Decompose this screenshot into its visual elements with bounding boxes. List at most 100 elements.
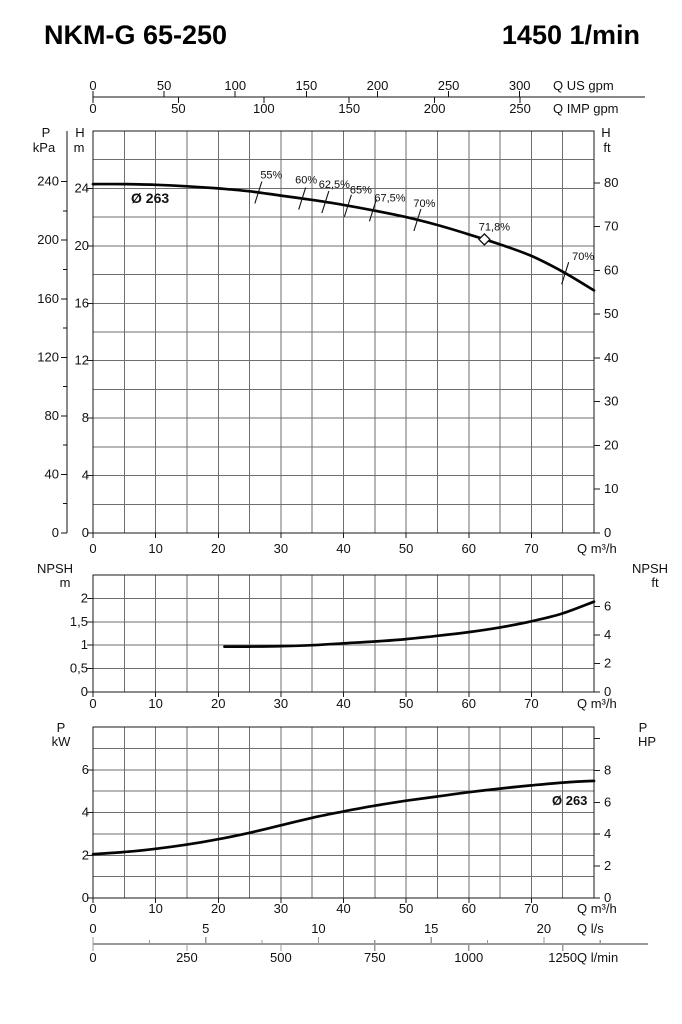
svg-text:50: 50 (399, 541, 413, 556)
svg-text:200: 200 (367, 78, 389, 93)
svg-text:20: 20 (211, 541, 225, 556)
svg-text:65%: 65% (350, 185, 372, 197)
svg-text:100: 100 (253, 101, 275, 116)
svg-text:500: 500 (270, 950, 292, 965)
svg-text:4: 4 (604, 627, 611, 642)
svg-text:15: 15 (424, 921, 438, 936)
svg-text:8: 8 (604, 762, 611, 777)
svg-text:0: 0 (82, 890, 89, 905)
svg-text:m: m (60, 575, 71, 590)
svg-text:0: 0 (89, 950, 96, 965)
svg-text:70: 70 (524, 696, 538, 711)
npsh-chart-grid (93, 575, 594, 692)
svg-text:0: 0 (89, 696, 96, 711)
svg-text:1,5: 1,5 (70, 614, 88, 629)
svg-text:Ø 263: Ø 263 (552, 793, 587, 808)
svg-text:30: 30 (274, 541, 288, 556)
head-chart-flow-axis: 0 10 20 30 40 50 60 70 Q m³/h (89, 533, 617, 556)
svg-text:50: 50 (399, 696, 413, 711)
svg-text:P: P (42, 125, 51, 140)
svg-text:70%: 70% (413, 198, 435, 210)
power-chart-grid (93, 727, 594, 898)
svg-text:Q US gpm: Q US gpm (553, 78, 614, 93)
svg-text:m: m (74, 140, 85, 155)
svg-text:24: 24 (75, 180, 89, 195)
svg-text:0: 0 (89, 921, 96, 936)
svg-text:0: 0 (52, 525, 59, 540)
svg-text:30: 30 (604, 394, 618, 409)
svg-text:30: 30 (274, 696, 288, 711)
svg-text:55%: 55% (260, 170, 282, 182)
svg-text:ft: ft (603, 140, 611, 155)
efficiency-marks: 55% 60% 62,5% 65%67,5% 70% 71,8% 70% (254, 170, 594, 285)
svg-text:40: 40 (45, 466, 59, 481)
svg-text:6: 6 (604, 794, 611, 809)
svg-text:20: 20 (211, 901, 225, 916)
svg-text:Ø 263: Ø 263 (131, 190, 169, 206)
svg-text:1250: 1250 (548, 950, 577, 965)
svg-text:10: 10 (148, 901, 162, 916)
svg-text:50: 50 (399, 901, 413, 916)
svg-text:50: 50 (157, 78, 171, 93)
svg-text:ft: ft (651, 575, 659, 590)
svg-text:10: 10 (311, 921, 325, 936)
svg-text:250: 250 (438, 78, 460, 93)
svg-text:P: P (639, 720, 648, 735)
svg-text:4: 4 (82, 805, 89, 820)
svg-text:0: 0 (89, 901, 96, 916)
svg-text:50: 50 (171, 101, 185, 116)
svg-text:250: 250 (509, 101, 531, 116)
svg-text:150: 150 (338, 101, 360, 116)
svg-text:4: 4 (82, 468, 89, 483)
svg-text:10: 10 (148, 541, 162, 556)
svg-text:0: 0 (81, 684, 88, 699)
svg-text:0: 0 (604, 890, 611, 905)
svg-text:40: 40 (336, 696, 350, 711)
svg-text:200: 200 (37, 232, 59, 247)
svg-text:Q l/s: Q l/s (577, 921, 604, 936)
svg-text:6: 6 (82, 762, 89, 777)
svg-text:60: 60 (462, 541, 476, 556)
title-row: NKM-G 65-250 1450 1/min (0, 0, 682, 60)
svg-text:300: 300 (509, 78, 531, 93)
svg-text:160: 160 (37, 291, 59, 306)
svg-text:2: 2 (82, 847, 89, 862)
svg-text:kPa: kPa (33, 140, 56, 155)
svg-text:HP: HP (638, 734, 656, 749)
svg-text:80: 80 (604, 175, 618, 190)
svg-text:NPSH: NPSH (37, 561, 73, 576)
svg-text:0: 0 (89, 541, 96, 556)
svg-text:H: H (601, 125, 610, 140)
svg-text:70%: 70% (572, 251, 594, 263)
svg-text:P: P (57, 720, 66, 735)
head-chart-grid (93, 131, 594, 533)
svg-text:67,5%: 67,5% (374, 192, 405, 204)
power-curve: Ø 263 (91, 779, 596, 856)
svg-text:0,5: 0,5 (70, 661, 88, 676)
svg-text:Q m³/h: Q m³/h (577, 541, 617, 556)
svg-text:200: 200 (424, 101, 446, 116)
svg-text:Q IMP gpm: Q IMP gpm (553, 101, 619, 116)
npsh-curve (223, 600, 596, 648)
svg-text:0: 0 (604, 684, 611, 699)
svg-text:0: 0 (82, 525, 89, 540)
svg-text:NPSH: NPSH (632, 561, 668, 576)
svg-text:6: 6 (604, 598, 611, 613)
ls-lmin-axes: 0 5 10 15 20 Q l/s 0 250 500 750 1000 1250 Q l/min (89, 921, 648, 965)
svg-text:150: 150 (295, 78, 317, 93)
svg-text:750: 750 (364, 950, 386, 965)
svg-text:70: 70 (524, 541, 538, 556)
svg-text:1: 1 (81, 637, 88, 652)
svg-text:40: 40 (336, 541, 350, 556)
svg-text:70: 70 (604, 219, 618, 234)
svg-text:2: 2 (604, 655, 611, 670)
svg-text:20: 20 (604, 437, 618, 452)
svg-text:Q m³/h: Q m³/h (577, 696, 617, 711)
svg-text:0: 0 (604, 525, 611, 540)
svg-text:250: 250 (176, 950, 198, 965)
pump-speed-label: 1450 1/min (501, 20, 640, 50)
svg-text:40: 40 (604, 350, 618, 365)
svg-text:4: 4 (604, 826, 611, 841)
